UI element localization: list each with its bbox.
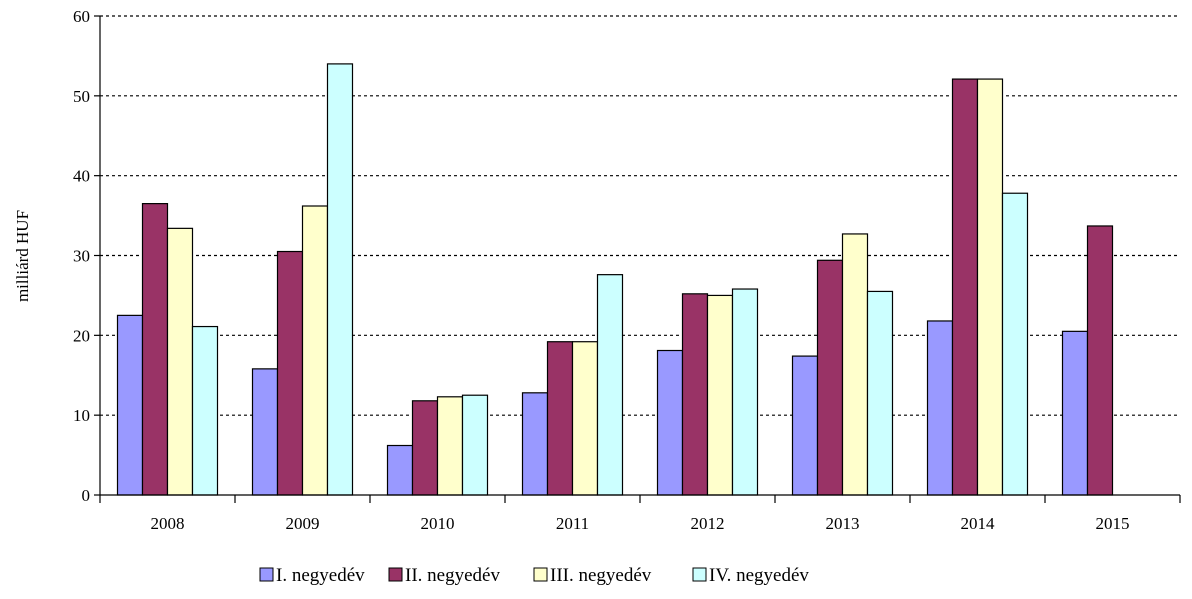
x-tick-label: 2013 <box>826 514 860 533</box>
x-tick-labels: 2008 2009 2010 2011 2012 2013 2014 2015 <box>151 514 1130 533</box>
bar <box>461 394 489 496</box>
y-axis-title: milliárd HUF <box>13 210 32 302</box>
legend-label: II. negyedév <box>405 565 500 586</box>
bar <box>191 325 219 496</box>
legend-swatch <box>533 567 548 582</box>
x-tick-label: 2015 <box>1096 514 1130 533</box>
legend-swatch <box>388 567 403 582</box>
y-tick-label: 0 <box>82 486 91 505</box>
bar <box>1001 192 1029 496</box>
x-tick-label: 2014 <box>961 514 996 533</box>
bar <box>841 233 869 496</box>
x-tick-label: 2012 <box>691 514 725 533</box>
bar <box>116 314 144 496</box>
bar <box>816 259 844 496</box>
bar <box>546 341 574 496</box>
bar <box>866 290 894 496</box>
legend: I. negyedév II. negyedév III. negyedév IV. … <box>259 565 809 586</box>
bar <box>596 274 624 496</box>
bar <box>411 400 439 496</box>
bar <box>386 444 414 496</box>
bar <box>521 392 549 496</box>
axes <box>94 15 1181 503</box>
bar <box>326 63 354 496</box>
x-tick-label: 2010 <box>421 514 455 533</box>
bar <box>681 293 709 496</box>
x-tick-label: 2011 <box>556 514 589 533</box>
x-tick-label: 2008 <box>151 514 185 533</box>
y-tick-label: 10 <box>73 406 90 425</box>
bar <box>436 396 464 496</box>
bar <box>706 294 734 496</box>
y-tick-label: 50 <box>73 87 90 106</box>
y-tick-label: 60 <box>73 7 90 26</box>
y-tick-labels: 0 10 20 30 40 50 60 <box>73 7 90 505</box>
bar <box>276 250 304 496</box>
bar <box>141 203 169 496</box>
bar <box>166 227 194 496</box>
bar <box>976 78 1004 496</box>
y-tick-label: 30 <box>73 247 90 266</box>
bar <box>926 320 954 496</box>
bar <box>571 341 599 496</box>
bar <box>251 368 279 496</box>
bar <box>951 78 979 496</box>
bar <box>656 349 684 496</box>
bar <box>301 205 329 496</box>
legend-label: IV. negyedév <box>709 565 809 586</box>
y-tick-label: 40 <box>73 167 90 186</box>
y-tick-label: 20 <box>73 326 90 345</box>
bars <box>116 63 1114 496</box>
bar <box>1061 330 1089 496</box>
x-tick-label: 2009 <box>286 514 320 533</box>
bar <box>791 355 819 496</box>
legend-swatch <box>692 567 707 582</box>
legend-swatch <box>259 567 274 582</box>
legend-label: I. negyedév <box>276 565 365 586</box>
bar <box>731 288 759 496</box>
legend-label: III. negyedév <box>550 565 652 586</box>
bar <box>1086 225 1114 496</box>
